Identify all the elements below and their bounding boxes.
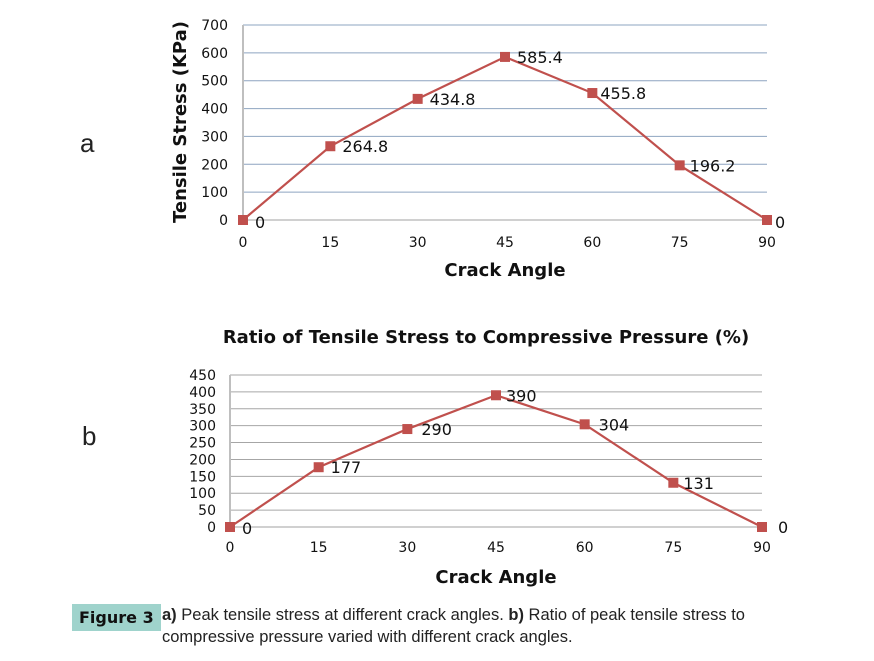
- x-tick-label: 60: [583, 235, 601, 251]
- data-label: 0: [242, 519, 252, 538]
- figure-caption: a) Peak tensile stress at different crac…: [162, 604, 842, 648]
- data-point-marker: [325, 141, 336, 152]
- panel-letter: a: [80, 128, 95, 158]
- series-line: [229, 394, 763, 528]
- figure-badge: Figure 3: [72, 604, 161, 631]
- x-tick-label: 90: [753, 540, 771, 556]
- data-label: 455.8: [600, 84, 646, 103]
- chart-title: Ratio of Tensile Stress to Compressive P…: [223, 327, 749, 348]
- x-tick-label: 15: [310, 540, 328, 556]
- data-label: 0: [255, 213, 265, 232]
- series-line: [242, 55, 768, 221]
- y-tick-label: 300: [201, 129, 228, 145]
- x-tick-label: 30: [409, 235, 427, 251]
- data-point-marker: [412, 93, 423, 104]
- data-point-marker: [500, 51, 510, 62]
- data-point-marker: [757, 522, 767, 532]
- x-tick-label: 30: [398, 540, 416, 556]
- y-tick-label: 400: [201, 102, 228, 118]
- x-tick-label: 0: [239, 235, 248, 251]
- data-point-marker: [587, 88, 598, 99]
- data-label: 585.4: [517, 48, 563, 67]
- y-tick-label: 600: [201, 46, 228, 62]
- data-label: 304: [599, 415, 630, 434]
- x-tick-label: 15: [321, 235, 339, 251]
- caption-a-marker: a): [162, 606, 177, 624]
- y-tick-label: 350: [189, 402, 216, 418]
- x-axis-title: Crack Angle: [435, 567, 556, 588]
- y-tick-label: 400: [189, 385, 216, 401]
- data-point-marker: [762, 215, 772, 225]
- data-label: 0: [778, 518, 788, 537]
- data-label: 196.2: [690, 156, 736, 175]
- x-tick-label: 90: [758, 235, 776, 251]
- x-tick-label: 60: [576, 540, 594, 556]
- data-label: 177: [331, 458, 362, 477]
- data-label: 264.8: [342, 137, 388, 156]
- panel-letter: b: [82, 421, 96, 451]
- y-tick-label: 700: [201, 18, 228, 34]
- y-tick-label: 200: [201, 157, 228, 173]
- y-tick-label: 250: [189, 436, 216, 452]
- x-tick-label: 75: [671, 235, 689, 251]
- y-tick-label: 150: [189, 469, 216, 485]
- chart-panel-a: a 0 100 200 300 400 500 600 700 0 15 30 45 60 75 90 Crac…: [80, 18, 785, 281]
- data-point-marker: [668, 477, 679, 488]
- data-point-marker: [238, 215, 248, 225]
- y-tick-label: 300: [189, 419, 216, 435]
- x-tick-label: 45: [496, 235, 514, 251]
- y-tick-label: 450: [189, 368, 216, 384]
- data-label: 434.8: [430, 90, 476, 109]
- data-label: 131: [683, 474, 714, 493]
- data-label: 390: [506, 386, 537, 405]
- y-tick-label: 100: [189, 486, 216, 502]
- caption-b-text: Ratio of peak tensile stress to compress…: [162, 606, 745, 646]
- y-tick-label: 100: [201, 185, 228, 201]
- x-tick-label: 45: [487, 540, 505, 556]
- x-axis-title: Crack Angle: [444, 260, 565, 281]
- chart-panel-b: b Ratio of Tensile Stress to Compressive …: [82, 327, 788, 588]
- y-axis-title: Tensile Stress (KPa): [170, 21, 191, 223]
- data-point-marker: [674, 160, 685, 171]
- data-point-marker: [491, 390, 501, 401]
- data-point-marker: [579, 419, 590, 430]
- data-point-marker: [225, 522, 235, 532]
- data-point-marker: [402, 424, 413, 435]
- x-tick-label: 0: [226, 540, 235, 556]
- data-point-marker: [313, 462, 324, 473]
- x-tick-label: 75: [664, 540, 682, 556]
- caption-a-text: Peak tensile stress at different crack a…: [176, 606, 509, 624]
- data-label: 0: [775, 213, 785, 232]
- y-tick-label: 0: [219, 213, 228, 229]
- caption-b-marker: b): [508, 606, 524, 624]
- y-tick-label: 500: [201, 74, 228, 90]
- y-tick-label: 0: [207, 520, 216, 536]
- data-label: 290: [421, 420, 452, 439]
- y-tick-label: 200: [189, 452, 216, 468]
- y-tick-label: 50: [198, 503, 216, 519]
